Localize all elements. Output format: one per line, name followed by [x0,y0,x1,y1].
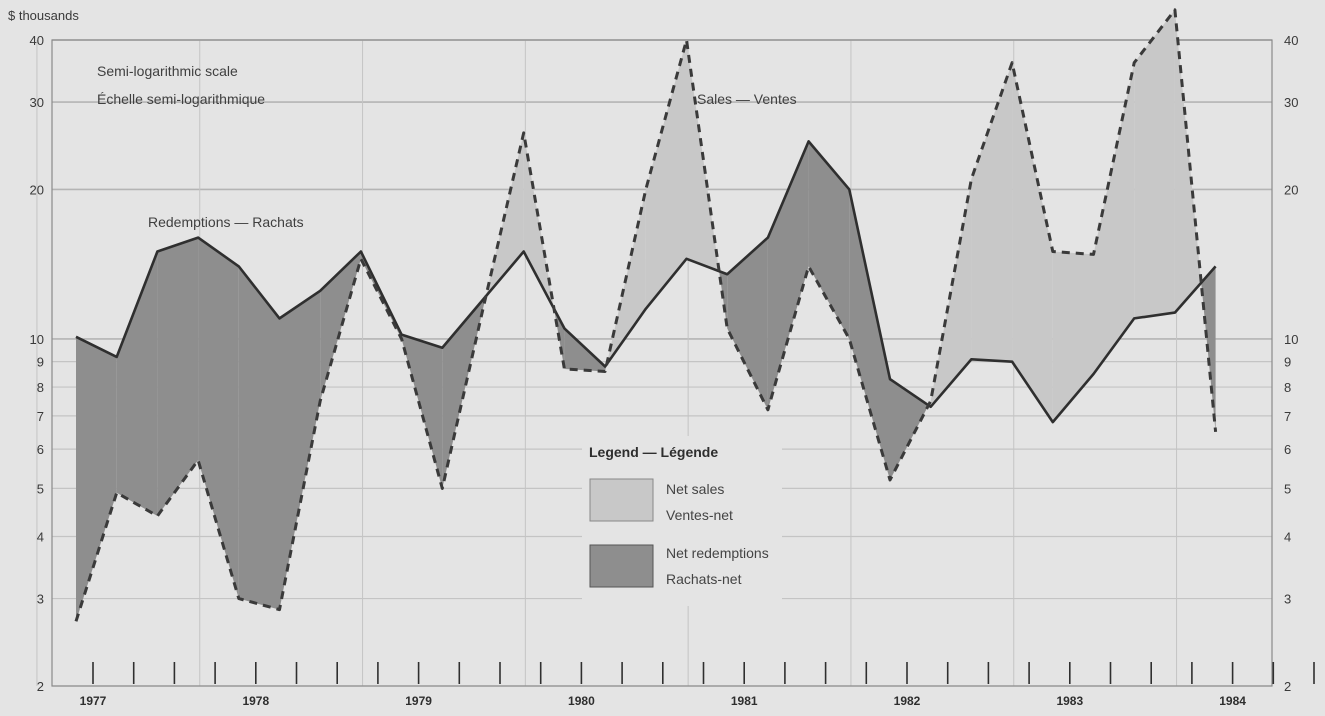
x-tick-label-1980: 1980 [568,694,595,708]
area-segment-17 [767,141,809,410]
y-tick-label-left-9: 9 [37,355,44,370]
plot-frame [51,39,1273,687]
area-segment-22 [971,62,1013,362]
legend: Legend — Légende Net sales Ventes-net Ne… [582,436,782,606]
area-segment-18 [808,141,850,339]
area-segment-19 [849,189,890,480]
annotations: Semi-logarithmic scale Échelle semi-loga… [97,63,797,230]
y-tick-label-right-8: 8 [1284,380,1291,395]
x-tick-label-1981: 1981 [731,694,758,708]
area-segment-0 [76,336,117,622]
x-axis: 1977 1978 1979 1980 1981 1982 1983 1984 [80,662,1315,708]
y-unit-label: $ thousands [8,8,79,23]
y-tick-label-right-5: 5 [1284,481,1291,496]
legend-swatch-net-redemptions [589,544,654,588]
y-tick-label-right-9: 9 [1284,355,1291,370]
x-tick-label-1979: 1979 [405,694,432,708]
series-line-redemptions [75,140,1217,424]
area-segment-3 [198,237,239,599]
area-segment-20-a [890,379,929,480]
y-tick-label-left-30: 30 [30,95,44,110]
area-segment-23 [1012,62,1053,423]
y-tick-label-right-20: 20 [1284,182,1298,197]
x-tick-label-1982: 1982 [894,694,921,708]
legend-title: Legend — Légende [589,444,718,460]
y-tick-label-left-5: 5 [37,481,44,496]
area-segment-26 [1134,9,1175,319]
y-tick-label-left-2: 2 [37,679,44,694]
annotation-scale-fr: Échelle semi-logarithmique [97,91,265,107]
y-tick-label-right-7: 7 [1284,409,1291,424]
area-segment-24 [1052,251,1094,423]
y-tick-label-left-8: 8 [37,380,44,395]
y-tick-label-left-40: 40 [30,33,44,48]
area-segment-1 [116,251,158,516]
y-tick-label-left-6: 6 [37,442,44,457]
series-line-sales [74,8,1218,622]
y-tick-label-left-20: 20 [30,182,44,197]
annotation-sales: Sales — Ventes [697,91,797,107]
area-segment-2 [157,237,199,516]
y-tick-label-right-2: 2 [1284,679,1291,694]
legend-net-sales-en: Net sales [666,481,724,497]
annotation-redemptions: Redemptions — Rachats [148,214,304,230]
y-tick-label-right-10: 10 [1284,332,1298,347]
y-tick-label-left-4: 4 [37,530,44,545]
area-segment-5 [279,290,321,610]
x-tick-label-1977: 1977 [80,694,107,708]
series-lines [74,8,1218,622]
y-tick-label-left-10: 10 [30,332,44,347]
area-segment-8 [401,334,443,489]
y-tick-label-left-3: 3 [37,592,44,607]
y-tick-labels: 2 2 3 3 4 4 5 5 6 6 7 7 8 8 9 9 10 10 20 20 30 30 40 40 [30,33,1299,694]
y-tick-label-right-40: 40 [1284,33,1298,48]
legend-swatch-net-sales [589,478,654,522]
legend-net-redemptions-en: Net redemptions [666,545,769,561]
y-tick-label-right-6: 6 [1284,442,1291,457]
x-tick-label-1983: 1983 [1056,694,1083,708]
area-segment-25 [1093,62,1135,374]
y-tick-label-left-7: 7 [37,409,44,424]
area-segment-14 [645,40,687,309]
area-segment-15-b [719,271,728,329]
y-tick-label-right-30: 30 [1284,95,1298,110]
area-segment-4 [238,266,280,610]
legend-net-redemptions-fr: Rachats-net [666,571,742,587]
area-segment-16 [727,237,768,410]
y-tick-label-right-4: 4 [1284,530,1291,545]
x-tick-label-1978: 1978 [242,694,269,708]
annotation-scale-en: Semi-logarithmic scale [97,63,238,79]
legend-net-sales-fr: Ventes-net [666,507,733,523]
x-tick-label-1984: 1984 [1219,694,1246,708]
y-tick-label-right-3: 3 [1284,592,1291,607]
